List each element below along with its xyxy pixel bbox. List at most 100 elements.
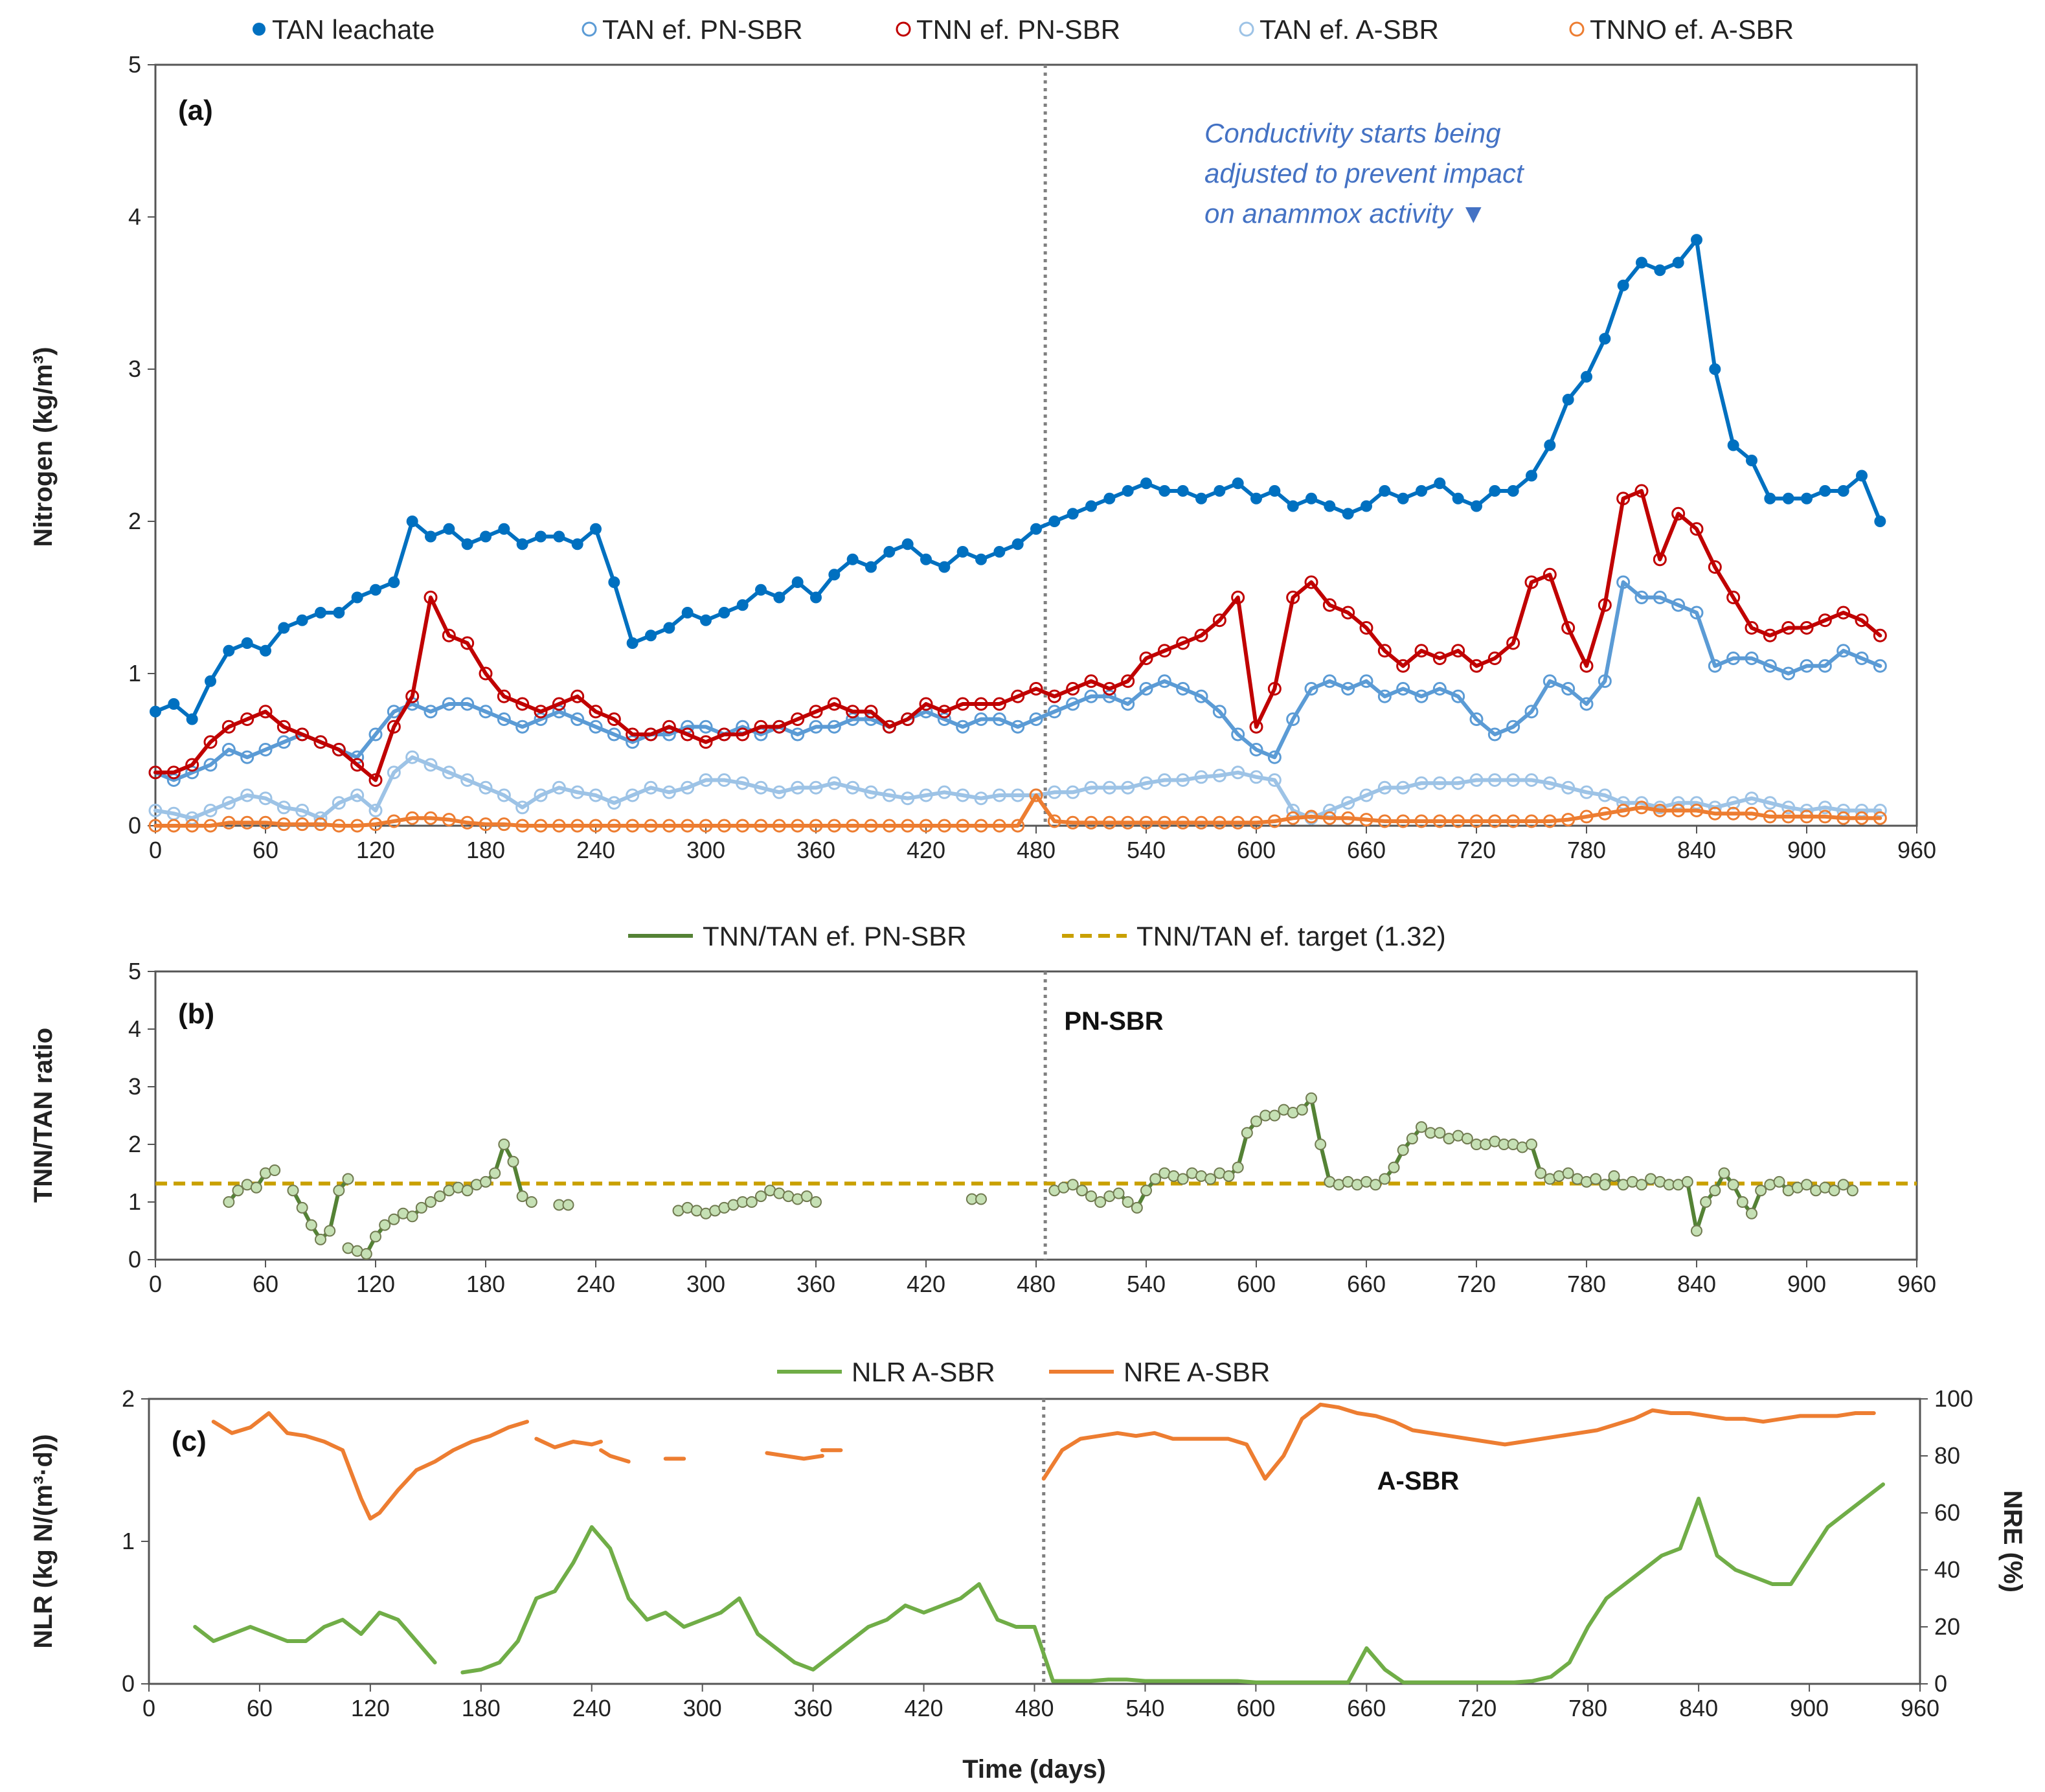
y-tick-label: 2 [122, 1385, 135, 1412]
point-tnno-ef-a-sbr [1818, 810, 1832, 824]
point-tan-ef-a-sbr [1763, 796, 1777, 810]
point-tnn-ef-pn-sbr [809, 705, 823, 719]
point-tnn-ef-pn-sbr [277, 720, 291, 734]
point-tnno-ef-a-sbr [1322, 811, 1337, 825]
point-tnno-ef-a-sbr [368, 817, 383, 832]
point-tan-ef-a-sbr [571, 785, 585, 799]
point-tnno-ef-a-sbr [607, 819, 621, 833]
point-tan-leachate [351, 591, 363, 604]
point-tan-ef-a-sbr [937, 785, 951, 799]
point-tan-leachate [406, 516, 418, 527]
point-tnn-ef-pn-sbr [1176, 636, 1190, 650]
point-tan-ef-a-sbr [589, 788, 603, 802]
point-tan-ef-pn-sbr [203, 758, 218, 772]
point-tan-ef-a-sbr [1341, 796, 1355, 810]
point-tan-leachate [846, 553, 859, 565]
point-tnn-ef-pn-sbr [1432, 652, 1447, 665]
point-tnno-ef-a-sbr [717, 819, 731, 833]
point-tan-leachate [1507, 485, 1519, 497]
point-tnno-ef-a-sbr [1469, 814, 1484, 828]
ratio-point [1755, 1185, 1767, 1197]
ratio-point [1590, 1173, 1602, 1185]
point-tan-ef-pn-sbr [1873, 659, 1887, 673]
legend-marker-tnno-asbr [1569, 21, 1585, 37]
x-tick-label: 300 [683, 1695, 722, 1721]
point-tan-ef-pn-sbr [1818, 659, 1832, 673]
point-tan-ef-pn-sbr [956, 720, 970, 734]
point-tnn-ef-pn-sbr [1634, 484, 1649, 498]
point-tan-leachate [1819, 485, 1831, 497]
point-tan-leachate [920, 553, 932, 565]
point-tnno-ef-a-sbr [809, 819, 823, 833]
point-tan-ef-a-sbr [1579, 785, 1594, 799]
point-tnno-ef-a-sbr [1671, 804, 1686, 817]
point-tan-ef-a-sbr [1818, 800, 1832, 815]
point-tnno-ef-a-sbr [1011, 819, 1025, 833]
point-tan-leachate [1746, 455, 1757, 466]
point-tan-leachate [1654, 264, 1666, 277]
point-tnno-ef-a-sbr [1855, 811, 1869, 825]
ratio-point [1094, 1196, 1107, 1208]
point-tnn-ef-pn-sbr [1726, 591, 1741, 604]
point-tnn-ef-pn-sbr [992, 697, 1006, 711]
point-tan-ef-pn-sbr [1359, 674, 1373, 688]
ratio-point [1636, 1179, 1647, 1191]
y-tick-label: 0 [128, 1246, 141, 1273]
point-tan-leachate [1011, 538, 1024, 550]
point-tnno-ef-a-sbr [1029, 788, 1043, 802]
point-tan-ef-pn-sbr [1579, 697, 1594, 711]
point-tnno-ef-a-sbr [589, 819, 603, 833]
point-tnno-ef-a-sbr [258, 815, 273, 830]
point-tan-ef-pn-sbr [1341, 682, 1355, 696]
point-tan-leachate [1342, 508, 1354, 520]
point-tan-leachate [1361, 500, 1372, 512]
point-tan-leachate [1214, 485, 1226, 497]
ratio-point [1140, 1185, 1152, 1197]
point-tan-ef-a-sbr [736, 776, 750, 790]
y-tick-label: 1 [128, 1188, 141, 1215]
point-tnn-ef-pn-sbr [1029, 682, 1043, 696]
point-tan-ef-pn-sbr [809, 720, 823, 734]
point-tan-ef-pn-sbr [1506, 720, 1520, 734]
panel-a-frame [154, 63, 1918, 827]
point-tnn-ef-pn-sbr [1212, 613, 1226, 628]
point-tan-ef-pn-sbr [589, 720, 603, 734]
x-tick-label: 0 [149, 837, 162, 863]
point-tnno-ef-a-sbr [442, 813, 456, 827]
point-tnn-ef-pn-sbr [662, 720, 676, 734]
ratio-point [1434, 1127, 1446, 1139]
point-tnn-ef-pn-sbr [1873, 628, 1887, 642]
point-tan-ef-a-sbr [1359, 788, 1373, 802]
ratio-point [1085, 1190, 1097, 1203]
point-tan-ef-pn-sbr [1763, 659, 1777, 673]
point-tnn-ef-pn-sbr [1671, 506, 1686, 521]
ratio-point [1846, 1185, 1859, 1197]
point-tan-leachate [1048, 516, 1061, 527]
point-tnno-ef-a-sbr [515, 819, 530, 833]
ratio-point [434, 1190, 446, 1203]
point-tan-ef-pn-sbr [1231, 727, 1245, 742]
point-tan-ef-pn-sbr [1671, 598, 1686, 612]
point-tnn-ef-pn-sbr [791, 712, 805, 726]
x-tick-label: 780 [1567, 837, 1606, 863]
point-tan-leachate [626, 637, 638, 649]
x-tick-label: 720 [1458, 1695, 1497, 1721]
point-tan-ef-a-sbr [1726, 796, 1741, 810]
point-tan-leachate [883, 546, 896, 558]
y-right-tick-label: 60 [1934, 1499, 1960, 1526]
point-tan-leachate [480, 530, 491, 543]
y-tick-label: 3 [128, 356, 141, 382]
series-line-nlr-a-sbr [193, 1611, 437, 1664]
point-tnn-ef-pn-sbr [203, 735, 218, 749]
ratio-point [333, 1185, 345, 1197]
point-tnn-ef-pn-sbr [1487, 652, 1502, 665]
point-tan-leachate [1874, 516, 1886, 527]
panel-b-x-ticks: 0 60 120 180 240 300 360 420 480 540 600 660 720 780 8… [149, 1260, 1936, 1297]
point-tan-ef-pn-sbr [1286, 712, 1300, 726]
panel-label-b: (b) [178, 998, 214, 1030]
series-line-nre-a-sbr [1041, 1402, 1876, 1481]
x-tick-label: 420 [907, 837, 945, 863]
x-tick-label: 960 [1897, 837, 1936, 863]
point-tnno-ef-a-sbr [864, 819, 878, 833]
point-tan-ef-a-sbr [1212, 768, 1226, 782]
